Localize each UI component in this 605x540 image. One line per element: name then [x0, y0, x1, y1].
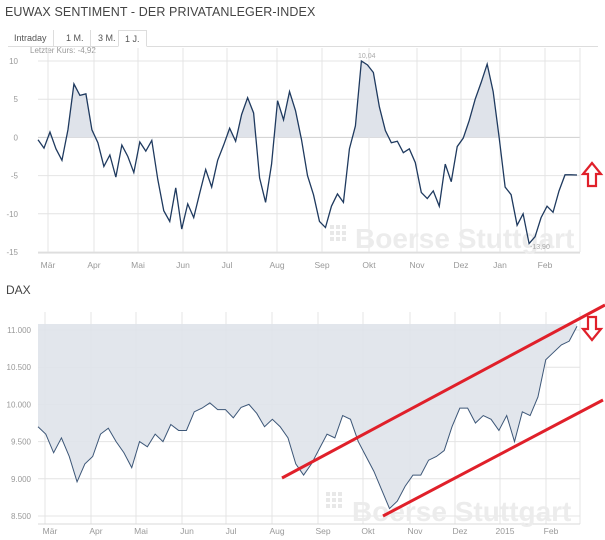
x-tick-label: Feb — [544, 526, 559, 536]
x-tick-label: Mär — [41, 260, 56, 270]
x-tick-label: Okt — [361, 526, 375, 536]
watermark-text: Boerse Stuttgart — [352, 496, 571, 527]
x-tick-label: Nov — [407, 526, 423, 536]
timeframe-tabs: Intraday 1 M. 3 M. 1 J. — [8, 30, 598, 47]
upper-trendline — [281, 303, 605, 480]
x-tick-label: Apr — [89, 526, 102, 536]
x-tick-label: Jun — [180, 526, 194, 536]
up-arrow-icon — [580, 161, 604, 188]
chart-title: EUWAX SENTIMENT - DER PRIVATANLEGER-INDE… — [5, 5, 316, 19]
y-tick-label: 9.000 — [11, 475, 32, 484]
watermark-bottom: Boerse Stuttgart — [326, 492, 571, 527]
y-tick-label: 8.500 — [11, 512, 32, 521]
y-tick-label: 10 — [9, 57, 18, 66]
x-tick-label: Dez — [453, 260, 468, 270]
dax-title: DAX — [6, 283, 31, 297]
sentiment-chart: 10 5 0 -5 -10 -15 Mär Apr Mai Jun Jul Aug Sep Okt Nov… — [6, 48, 604, 270]
y-tick-label: -5 — [11, 172, 19, 181]
x-tick-label: Mär — [43, 526, 58, 536]
x-tick-label: Jul — [226, 526, 237, 536]
dax-x-axis: Mär Apr Mai Jun Jul Aug Sep Okt Nov Dez 2015 Feb — [43, 526, 559, 536]
y-tick-label: 10.000 — [7, 400, 32, 409]
x-tick-label: Sep — [315, 526, 330, 536]
tab-1-year[interactable]: 1 J. — [118, 30, 147, 47]
x-tick-label: Jun — [176, 260, 190, 270]
x-tick-label: Mai — [134, 526, 148, 536]
min-annotation: -13,90 — [530, 244, 550, 251]
x-tick-label: Nov — [409, 260, 425, 270]
x-tick-label: Okt — [362, 260, 376, 270]
max-annotation: 10,04 — [358, 53, 376, 60]
tab-1-month[interactable]: 1 M. — [60, 30, 91, 46]
x-tick-label: Aug — [269, 260, 284, 270]
dax-line — [37, 326, 578, 510]
x-tick-label: Feb — [538, 260, 553, 270]
dax-area — [38, 324, 577, 509]
x-tick-label: Dez — [452, 526, 467, 536]
down-arrow-icon — [580, 315, 604, 342]
x-tick-label: 2015 — [496, 526, 515, 536]
x-tick-label: Sep — [314, 260, 329, 270]
x-tick-label: Aug — [269, 526, 284, 536]
sentiment-y-axis: 10 5 0 -5 -10 -15 — [6, 57, 18, 257]
y-tick-label: 10.500 — [7, 363, 32, 372]
lower-trendline — [382, 398, 604, 518]
dax-chart: 11.000 10.500 10.000 9.500 9.000 8.500 Mär Apr… — [7, 303, 605, 536]
x-tick-label: Jan — [493, 260, 507, 270]
y-tick-label: 5 — [14, 95, 19, 104]
y-tick-label: 0 — [14, 133, 19, 142]
tab-intraday[interactable]: Intraday — [8, 30, 54, 46]
x-tick-label: Mai — [131, 260, 145, 270]
y-tick-label: -15 — [6, 248, 18, 257]
x-tick-label: Jul — [222, 260, 233, 270]
y-tick-label: -10 — [6, 210, 18, 219]
y-tick-label: 11.000 — [7, 326, 31, 335]
last-price-label: Letzter Kurs: -4,92 — [30, 46, 96, 55]
sentiment-line — [37, 59, 578, 246]
dax-y-axis: 11.000 10.500 10.000 9.500 9.000 8.500 — [7, 326, 32, 521]
x-tick-label: Apr — [87, 260, 100, 270]
sentiment-x-axis: Mär Apr Mai Jun Jul Aug Sep Okt Nov Dez Jan Feb — [41, 260, 553, 270]
y-tick-label: 9.500 — [11, 438, 32, 447]
